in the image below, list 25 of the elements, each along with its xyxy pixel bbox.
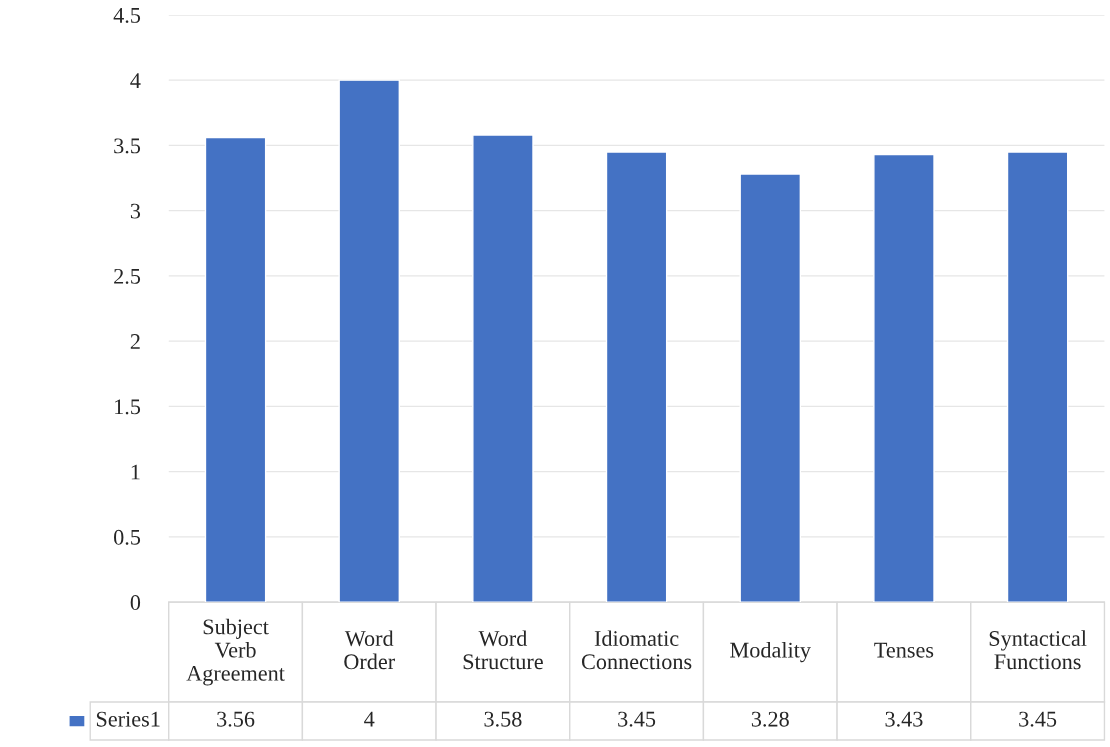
x-tick-label: Modality: [730, 641, 811, 663]
data-label: 3.45: [1019, 711, 1057, 727]
x-tick-label: Tenses: [874, 642, 934, 658]
x-tick-label: Word Structure: [463, 630, 543, 670]
x-tick-label: Idiomatic Connections: [581, 630, 692, 670]
x-tick-label: Word Order: [344, 630, 395, 670]
y-tick-label: 1: [131, 464, 140, 480]
y-tick-label: 0: [130, 595, 141, 611]
y-tick-label: 4: [130, 73, 141, 88]
x-tick-label: Subject Verb Agreement: [186, 618, 285, 686]
data-label: 3.45: [618, 711, 656, 727]
y-tick-label: 4.5: [113, 8, 141, 23]
y-tick-label: 3.5: [114, 138, 141, 154]
y-tick-label: 2: [130, 334, 140, 349]
data-label: 3.43: [885, 711, 923, 727]
y-tick-label: 2.5: [114, 268, 141, 284]
y-tick-label: 3: [130, 203, 141, 219]
y-tick-label: 1.5: [115, 399, 141, 415]
legend-label: Series1: [96, 711, 160, 727]
data-label: 3.28: [751, 711, 789, 727]
x-tick-label: Syntactical Functions: [989, 630, 1087, 670]
data-label: 4: [364, 711, 375, 727]
data-label: 3.56: [217, 711, 255, 727]
y-tick-label: 0.5: [114, 529, 141, 545]
data-label: 3.58: [484, 711, 522, 727]
